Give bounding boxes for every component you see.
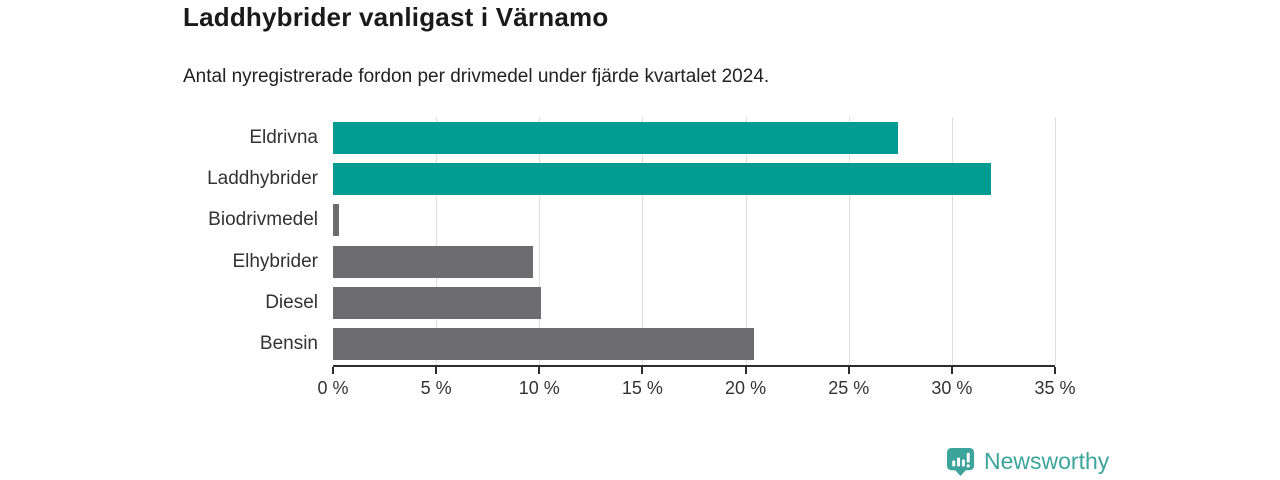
bar-row: [333, 324, 1055, 365]
x-tick-label: 15 %: [621, 378, 663, 398]
gridline: [642, 117, 644, 365]
category-label-elhybrider: Elhybrider: [232, 250, 318, 272]
bar-row: [333, 158, 1055, 199]
gridline: [1055, 117, 1056, 365]
bar-laddhybrider: [333, 162, 992, 195]
x-tick: [641, 367, 644, 374]
newsworthy-logo-icon: [946, 447, 975, 477]
category-label-laddhybrider: Laddhybrider: [207, 167, 318, 189]
bar-row: [333, 282, 1055, 323]
x-tick: [1054, 367, 1056, 374]
gridline: [951, 117, 953, 365]
bar-biodrivmedel: [333, 204, 340, 237]
bar-diesel: [333, 286, 542, 319]
bar-bensin: [333, 328, 754, 361]
x-tick: [538, 367, 541, 374]
x-tick-label: 30 %: [931, 378, 973, 398]
bar-row: [333, 117, 1055, 158]
x-tick: [332, 367, 334, 374]
gridline: [848, 117, 850, 365]
bar-elhybrider: [333, 245, 534, 278]
newsworthy-brand: Newsworthy: [945, 446, 1109, 477]
gridline: [539, 117, 541, 365]
x-tick: [435, 367, 438, 374]
x-tick-label: 5 %: [420, 378, 452, 398]
x-tick-label: 0 %: [317, 378, 349, 398]
x-tick: [744, 367, 747, 374]
x-axis: 0 % 5 % 10 % 15 % 20 % 25 % 30 % 35 %: [317, 365, 1076, 409]
chart-subtitle: Antal nyregistrerade fordon per drivmede…: [183, 66, 770, 87]
category-label-diesel: Diesel: [265, 291, 318, 313]
category-label-eldrivna: Eldrivna: [249, 126, 318, 148]
gridline: [436, 117, 438, 365]
bars-container: [333, 117, 1055, 365]
y-axis-labels: Eldrivna Laddhybrider Biodrivmedel Elhybrid…: [0, 117, 318, 365]
category-label-biodrivmedel: Biodrivmedel: [208, 209, 318, 231]
chart-title: Laddhybrider vanligast i Värnamo: [183, 2, 609, 32]
plot-area: [333, 117, 1056, 365]
x-tick: [847, 367, 850, 374]
x-tick-label: 35 %: [1034, 378, 1076, 398]
newsworthy-logo-text: Newsworthy: [984, 448, 1110, 474]
x-tick-label: 20 %: [725, 378, 767, 398]
category-label-bensin: Bensin: [259, 333, 318, 355]
x-tick: [950, 367, 953, 374]
x-tick-label: 10 %: [518, 378, 560, 398]
x-tick-label: 25 %: [828, 378, 870, 398]
gridline: [745, 117, 747, 365]
bar-row: [333, 200, 1055, 241]
bar-row: [333, 241, 1055, 282]
bar-eldrivna: [333, 121, 899, 154]
